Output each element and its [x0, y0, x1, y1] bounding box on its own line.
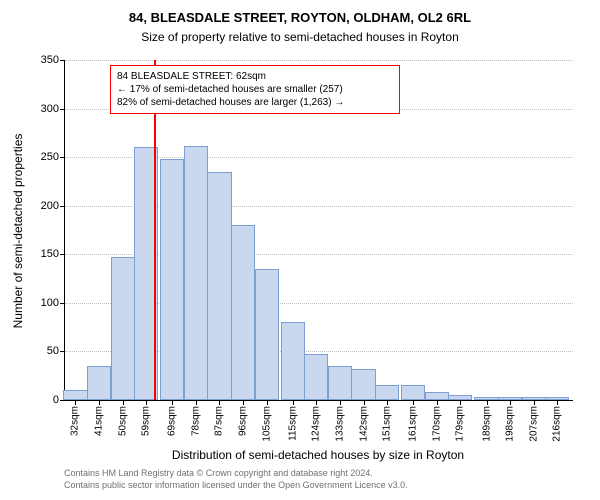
footer-line-2: Contains public sector information licen…: [64, 480, 408, 492]
histogram-bar: [160, 159, 184, 400]
x-tick-mark: [557, 400, 558, 405]
annotation-line-3: 82% of semi-detached houses are larger (…: [117, 96, 393, 109]
grid-line: [65, 60, 573, 61]
histogram-bar: [255, 269, 279, 400]
x-tick-label: 41sqm: [94, 406, 105, 436]
x-tick-label: 189sqm: [481, 406, 492, 442]
x-tick-mark: [75, 400, 76, 405]
histogram-bar: [111, 257, 135, 400]
x-tick-mark: [510, 400, 511, 405]
x-tick-label: 105sqm: [261, 406, 272, 442]
x-tick-mark: [534, 400, 535, 405]
histogram-bar: [328, 366, 352, 400]
x-axis-label: Distribution of semi-detached houses by …: [64, 448, 572, 462]
annotation-box: 84 BLEASDALE STREET: 62sqm ← 17% of semi…: [110, 65, 400, 114]
x-tick-mark: [293, 400, 294, 405]
y-tick-mark: [60, 157, 65, 158]
x-tick-mark: [437, 400, 438, 405]
histogram-bar: [207, 172, 231, 400]
y-tick-label: 50: [47, 345, 59, 357]
x-tick-label: 87sqm: [214, 406, 225, 436]
y-tick-mark: [60, 351, 65, 352]
x-tick-label: 198sqm: [505, 406, 516, 442]
histogram-bar: [63, 390, 87, 400]
x-tick-mark: [99, 400, 100, 405]
x-tick-label: 151sqm: [382, 406, 393, 442]
x-tick-mark: [460, 400, 461, 405]
x-tick-label: 161sqm: [408, 406, 419, 442]
y-tick-mark: [60, 109, 65, 110]
x-tick-mark: [487, 400, 488, 405]
x-tick-mark: [146, 400, 147, 405]
x-tick-mark: [340, 400, 341, 405]
x-tick-mark: [219, 400, 220, 405]
x-tick-label: 78sqm: [190, 406, 201, 436]
y-tick-label: 350: [41, 54, 59, 66]
y-tick-label: 150: [41, 248, 59, 260]
x-tick-label: 179sqm: [455, 406, 466, 442]
histogram-bar: [281, 322, 305, 400]
histogram-bar: [184, 146, 208, 401]
y-tick-label: 100: [41, 297, 59, 309]
x-tick-label: 133sqm: [334, 406, 345, 442]
x-tick-mark: [364, 400, 365, 405]
chart-title-2: Size of property relative to semi-detach…: [0, 30, 600, 44]
annotation-line-2: ← 17% of semi-detached houses are smalle…: [117, 83, 393, 96]
y-tick-mark: [60, 254, 65, 255]
x-tick-label: 216sqm: [552, 406, 563, 442]
x-tick-label: 50sqm: [117, 406, 128, 436]
y-tick-label: 0: [53, 394, 59, 406]
x-tick-mark: [243, 400, 244, 405]
x-tick-mark: [123, 400, 124, 405]
x-tick-label: 124sqm: [311, 406, 322, 442]
x-tick-label: 170sqm: [431, 406, 442, 442]
x-tick-mark: [267, 400, 268, 405]
histogram-bar: [425, 392, 449, 400]
y-tick-mark: [60, 206, 65, 207]
x-tick-mark: [172, 400, 173, 405]
y-tick-label: 300: [41, 103, 59, 115]
histogram-bar: [87, 366, 111, 400]
y-tick-mark: [60, 60, 65, 61]
y-axis-label: Number of semi-detached properties: [11, 61, 25, 401]
x-tick-label: 207sqm: [528, 406, 539, 442]
histogram-bar: [401, 385, 425, 400]
y-tick-mark: [60, 400, 65, 401]
x-tick-mark: [316, 400, 317, 405]
histogram-bar: [351, 369, 375, 400]
x-tick-label: 96sqm: [238, 406, 249, 436]
chart-title-1: 84, BLEASDALE STREET, ROYTON, OLDHAM, OL…: [0, 10, 600, 25]
x-tick-mark: [413, 400, 414, 405]
histogram-bar: [231, 225, 255, 400]
x-tick-label: 142sqm: [358, 406, 369, 442]
x-tick-mark: [196, 400, 197, 405]
x-tick-label: 115sqm: [287, 406, 298, 441]
x-tick-label: 69sqm: [167, 406, 178, 436]
x-tick-label: 32sqm: [70, 406, 81, 436]
chart-container: 84, BLEASDALE STREET, ROYTON, OLDHAM, OL…: [0, 0, 600, 500]
x-tick-label: 59sqm: [141, 406, 152, 436]
y-tick-label: 250: [41, 151, 59, 163]
y-tick-label: 200: [41, 200, 59, 212]
x-tick-mark: [387, 400, 388, 405]
histogram-bar: [304, 354, 328, 400]
y-tick-mark: [60, 303, 65, 304]
annotation-line-1: 84 BLEASDALE STREET: 62sqm: [117, 70, 393, 83]
footer-attribution: Contains HM Land Registry data © Crown c…: [64, 468, 408, 491]
histogram-bar: [375, 385, 399, 400]
footer-line-1: Contains HM Land Registry data © Crown c…: [64, 468, 408, 480]
